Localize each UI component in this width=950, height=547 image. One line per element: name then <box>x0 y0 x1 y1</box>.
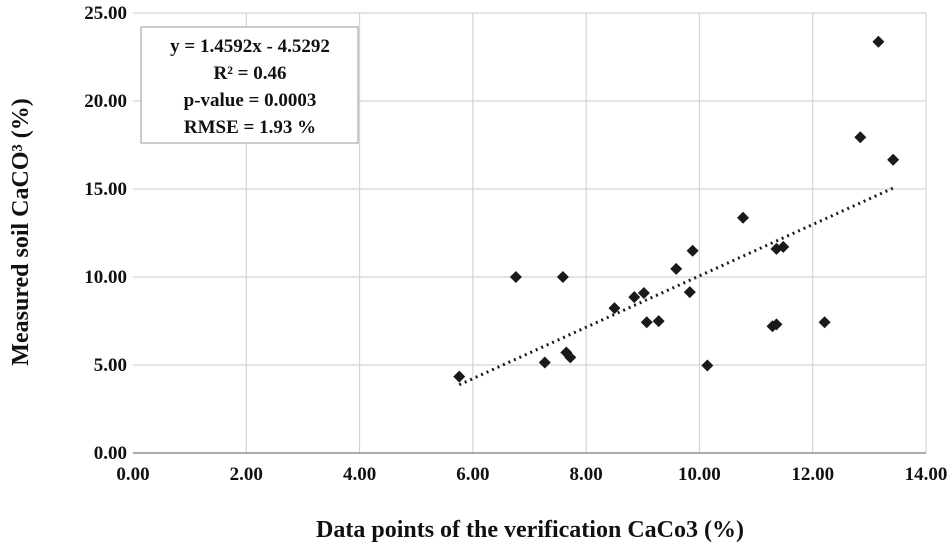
data-point <box>538 356 551 369</box>
y-tick-labels: 0.00 5.00 10.00 15.00 20.00 25.00 <box>84 3 127 464</box>
x-tick-label: 10.00 <box>678 464 721 485</box>
data-point <box>556 271 569 283</box>
y-tick-label: 15.00 <box>84 179 127 200</box>
data-point <box>453 370 466 383</box>
x-tick-label: 12.00 <box>791 464 834 485</box>
data-points <box>453 35 900 383</box>
x-axis-title: Data points of the verification CaCo3 (%… <box>316 517 744 543</box>
x-tick-label: 6.00 <box>456 464 489 485</box>
y-tick-label: 20.00 <box>84 91 127 112</box>
data-point <box>509 271 522 283</box>
data-point <box>854 131 867 144</box>
y-axis-title: Measured soil CaCO³ (%) <box>8 98 34 365</box>
data-point <box>686 244 699 257</box>
y-tick-label: 0.00 <box>94 443 127 464</box>
x-tick-label: 0.00 <box>116 464 149 485</box>
data-point <box>640 316 653 329</box>
x-tick-label: 4.00 <box>343 464 376 485</box>
data-point <box>628 291 641 304</box>
r-squared-label: R² = 0.46 <box>214 63 287 84</box>
rmse-label: RMSE = 1.93 % <box>184 117 316 138</box>
p-value-label: p-value = 0.0003 <box>184 90 317 111</box>
equation-label: y = 1.4592x - 4.5292 <box>170 36 330 57</box>
data-point <box>608 302 621 315</box>
y-tick-label: 10.00 <box>84 267 127 288</box>
trendline <box>458 186 894 387</box>
x-tick-labels: 0.00 2.00 4.00 6.00 8.00 10.00 12.00 14.00 <box>116 464 947 485</box>
data-point <box>770 318 783 331</box>
data-point <box>818 316 831 329</box>
data-point <box>652 315 665 328</box>
stats-box-frame <box>140 26 359 144</box>
data-point <box>683 286 696 299</box>
data-point <box>737 211 750 224</box>
y-tick-label: 25.00 <box>84 3 127 24</box>
data-point <box>637 287 650 300</box>
data-point <box>872 35 885 48</box>
data-point <box>887 153 900 166</box>
data-point <box>777 240 790 253</box>
x-tick-label: 2.00 <box>230 464 263 485</box>
trendline-group <box>458 186 894 387</box>
data-point <box>564 351 577 364</box>
data-point <box>701 359 714 372</box>
x-tick-label: 8.00 <box>570 464 603 485</box>
x-tick-label: 14.00 <box>905 464 948 485</box>
y-tick-label: 5.00 <box>94 355 127 376</box>
regression-stats-box: y = 1.4592x - 4.5292 R² = 0.46 p-value =… <box>140 26 359 144</box>
data-point <box>670 262 683 275</box>
